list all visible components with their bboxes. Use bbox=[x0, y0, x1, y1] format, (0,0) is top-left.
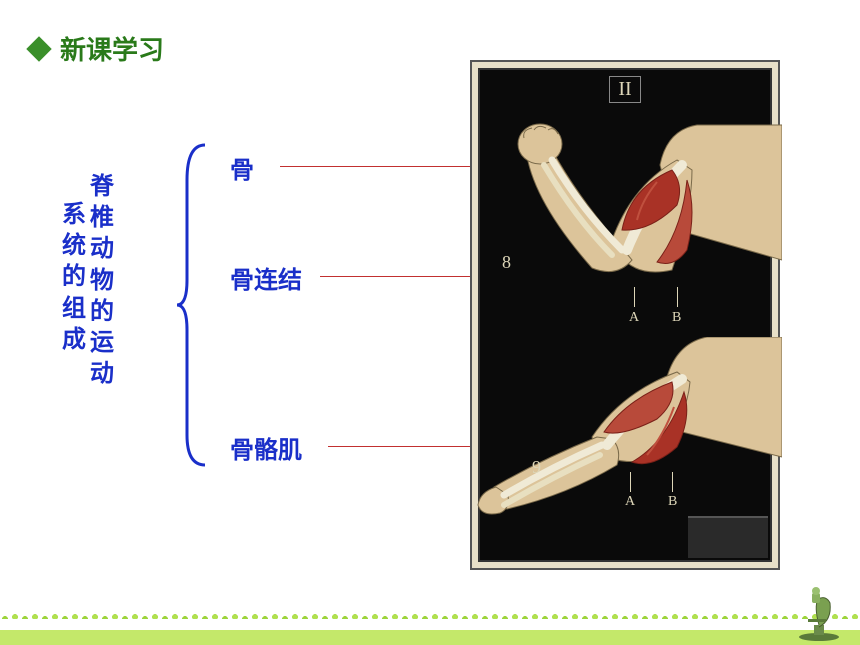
slide-header: 新课学习 bbox=[30, 30, 164, 67]
figure-roman-numeral: II bbox=[609, 76, 641, 103]
vertical-col-1: 系 统 的 组 成 bbox=[62, 200, 86, 390]
tick-mark bbox=[677, 287, 678, 307]
label-bone: 骨 bbox=[230, 150, 254, 185]
vertical-main-title: 系 统 的 组 成 脊 椎 动 物 的 运 动 bbox=[60, 200, 116, 390]
figure-corner-block bbox=[688, 516, 768, 558]
curly-brace-icon bbox=[175, 140, 215, 470]
arm-flexed-illustration bbox=[482, 110, 782, 320]
figure-label-a-bottom: A bbox=[625, 494, 635, 510]
microscope-icon bbox=[794, 585, 844, 641]
content-left: 系 统 的 组 成 脊 椎 动 物 的 运 动 骨 骨连结 骨骼肌 bbox=[60, 120, 360, 480]
figure-number-9: 9 bbox=[532, 457, 541, 478]
tick-mark bbox=[672, 472, 673, 492]
label-muscle: 骨骼肌 bbox=[230, 430, 302, 465]
diamond-bullet-icon bbox=[26, 36, 51, 61]
label-joint: 骨连结 bbox=[230, 260, 302, 295]
header-title: 新课学习 bbox=[60, 30, 164, 67]
anatomy-figure-panel: II 8 A B bbox=[470, 60, 780, 570]
tick-mark bbox=[630, 472, 631, 492]
slide-footer bbox=[0, 595, 860, 645]
figure-label-b-top: B bbox=[672, 310, 681, 326]
figure-label-a-top: A bbox=[629, 310, 639, 326]
grass-decoration bbox=[0, 615, 860, 645]
figure-label-b-bottom: B bbox=[668, 494, 677, 510]
vertical-col-2: 脊 椎 动 物 的 运 动 bbox=[90, 172, 114, 390]
pointer-line-joint bbox=[320, 276, 495, 277]
pointer-line-bone bbox=[280, 166, 495, 167]
tick-mark bbox=[634, 287, 635, 307]
figure-number-8: 8 bbox=[502, 252, 511, 273]
